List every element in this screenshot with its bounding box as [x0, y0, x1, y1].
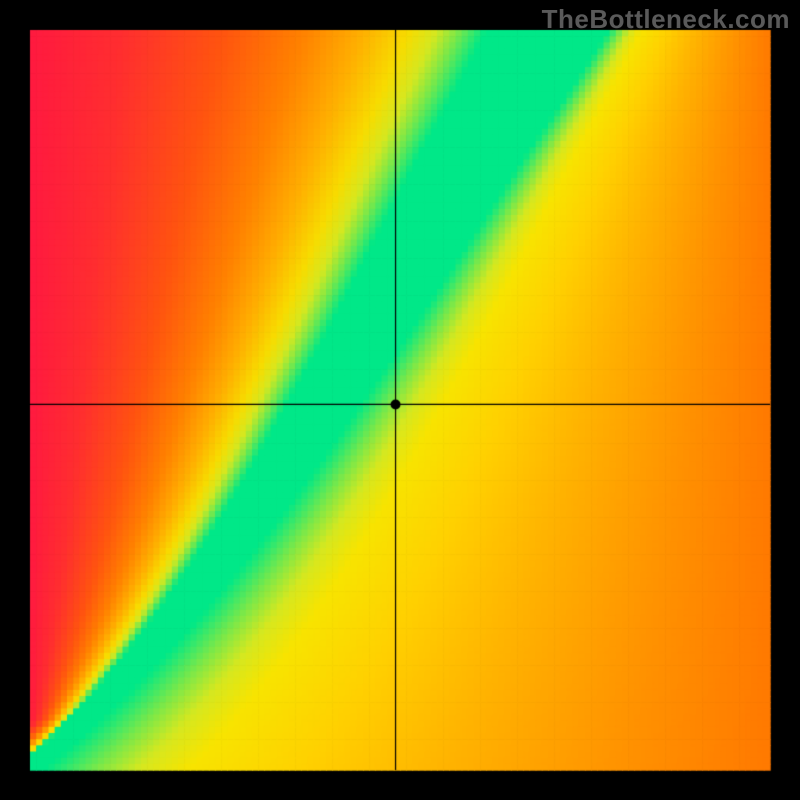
bottleneck-heatmap [0, 0, 800, 800]
watermark-text: TheBottleneck.com [542, 4, 790, 35]
chart-container: { "watermark": { "text": "TheBottleneck.… [0, 0, 800, 800]
